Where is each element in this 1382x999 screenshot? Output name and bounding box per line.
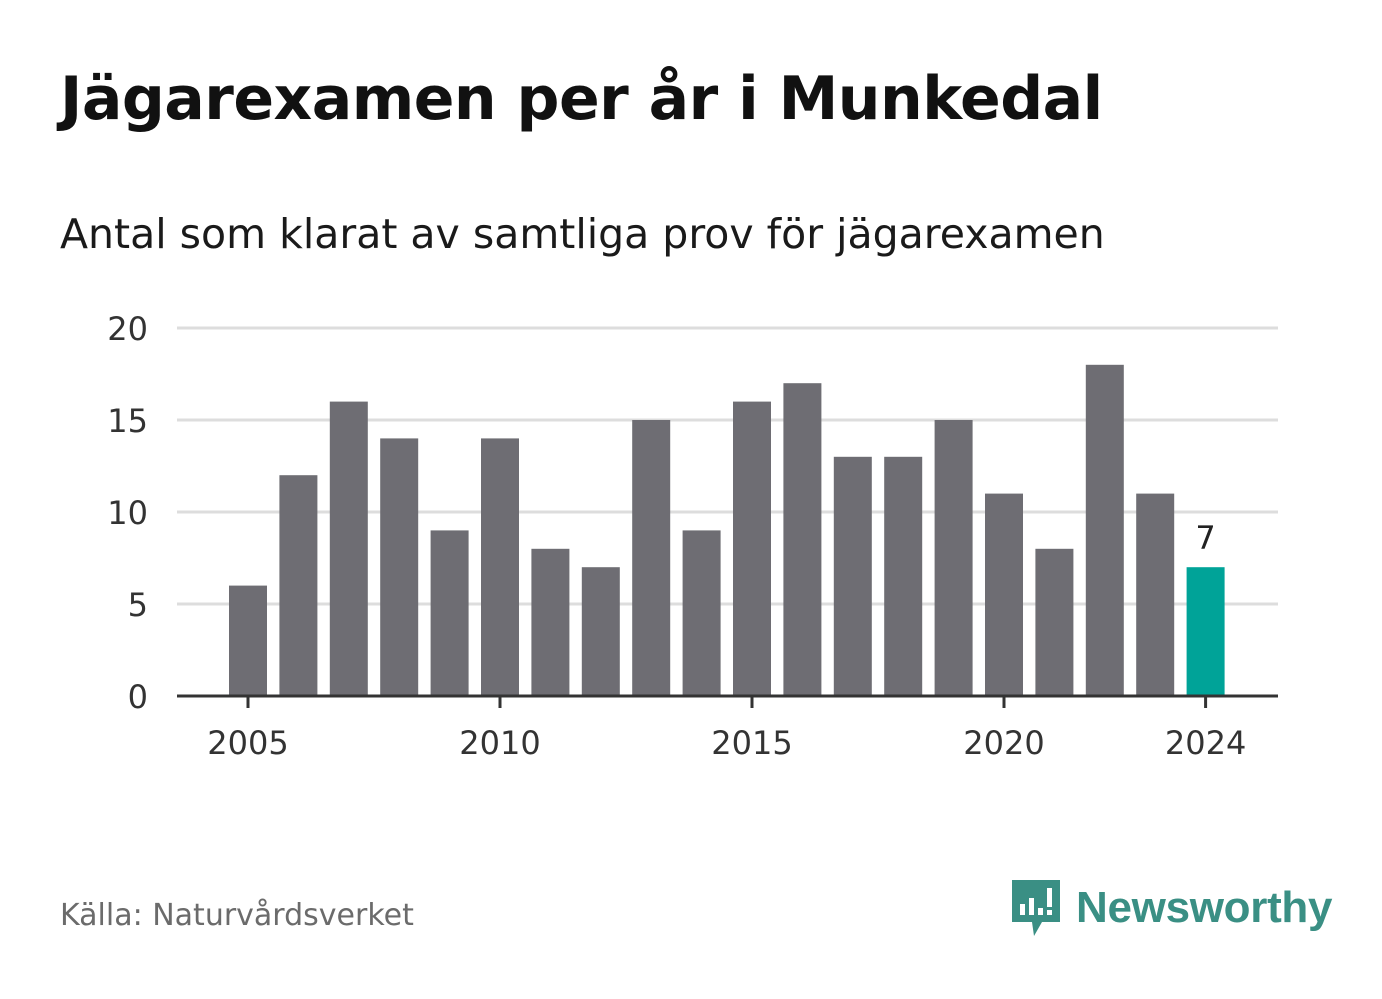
chart-title: Jägarexamen per år i Munkedal bbox=[60, 64, 1103, 134]
newsworthy-logo[interactable]: Newsworthy bbox=[1010, 878, 1332, 938]
bar-2021 bbox=[1035, 548, 1074, 696]
bar-2016 bbox=[783, 383, 822, 696]
bar-2020 bbox=[985, 493, 1023, 696]
brand-name: Newsworthy bbox=[1076, 883, 1333, 932]
bar-2005 bbox=[229, 585, 267, 696]
data-labels: 7 bbox=[1195, 519, 1215, 557]
bar-2010 bbox=[481, 438, 519, 696]
bar-2015 bbox=[733, 401, 771, 696]
x-tick-label-2010: 2010 bbox=[459, 724, 540, 762]
chart-subtitle: Antal som klarat av samtliga prov för jä… bbox=[60, 210, 1105, 258]
bar-2019 bbox=[934, 420, 973, 696]
y-tick-label-0: 0 bbox=[128, 678, 148, 716]
bar-2018 bbox=[884, 456, 923, 696]
y-axis-labels: 0 5 10 15 20 bbox=[107, 310, 148, 716]
y-tick-label-5: 5 bbox=[128, 586, 148, 624]
bar-2012 bbox=[581, 567, 620, 696]
x-tick-label-2024: 2024 bbox=[1165, 724, 1246, 762]
y-tick-label-20: 20 bbox=[107, 310, 148, 348]
bar-2013 bbox=[632, 420, 671, 696]
bar-2011 bbox=[531, 548, 570, 696]
source-note: Källa: Naturvårdsverket bbox=[60, 898, 414, 933]
y-tick-label-15: 15 bbox=[107, 402, 148, 440]
data-label-2024: 7 bbox=[1195, 519, 1215, 557]
bar-2017 bbox=[833, 456, 872, 696]
x-tick-label-2005: 2005 bbox=[207, 724, 288, 762]
bar-2024 bbox=[1186, 567, 1225, 696]
bars bbox=[229, 364, 1225, 696]
newsworthy-logo-icon bbox=[1012, 880, 1060, 936]
y-tick-label-10: 10 bbox=[107, 494, 148, 532]
bar-2008 bbox=[380, 438, 419, 696]
bar-2022 bbox=[1085, 364, 1124, 696]
x-axis-labels: 2005 2010 2015 2020 2024 bbox=[207, 696, 1246, 762]
bar-2014 bbox=[682, 530, 721, 696]
x-tick-label-2015: 2015 bbox=[711, 724, 792, 762]
x-tick-label-2020: 2020 bbox=[963, 724, 1044, 762]
bar-2009 bbox=[430, 530, 469, 696]
bar-2023 bbox=[1136, 493, 1175, 696]
bar-2006 bbox=[279, 475, 318, 696]
bar-2007 bbox=[329, 401, 368, 696]
